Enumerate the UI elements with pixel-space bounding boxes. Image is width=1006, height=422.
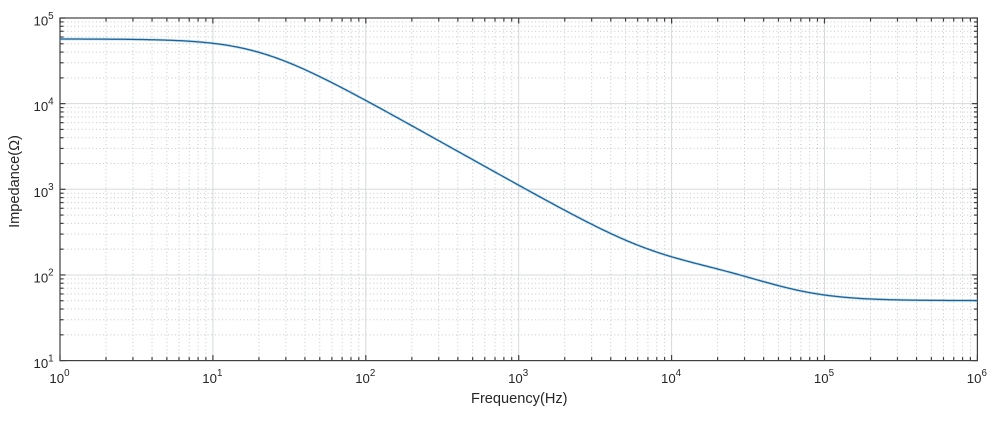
svg-text:Frequency(Hz): Frequency(Hz): [471, 391, 568, 407]
svg-text:Impedance(Ω): Impedance(Ω): [7, 135, 23, 228]
